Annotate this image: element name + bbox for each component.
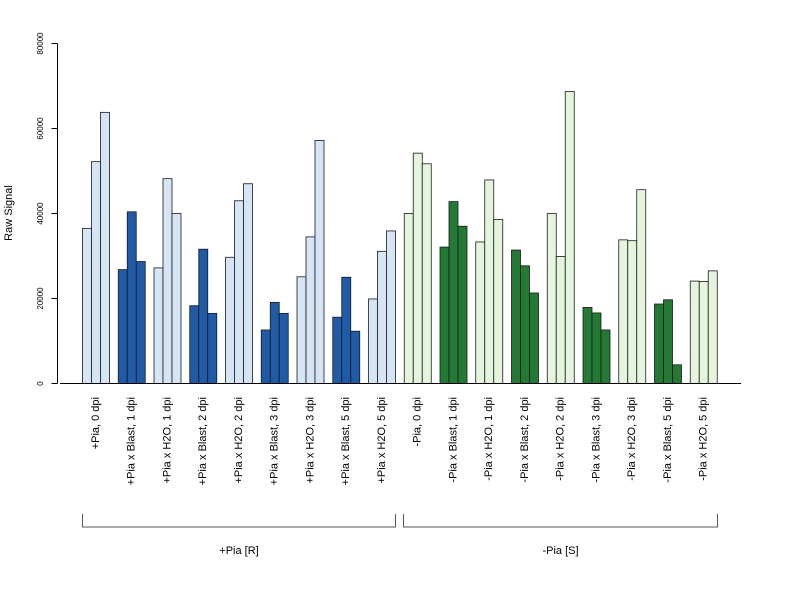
bar (529, 292, 539, 384)
y-tick-label: 80000 (36, 32, 45, 55)
bar (493, 219, 504, 384)
bar (117, 269, 128, 384)
category-label: +Pia, 0 dpi (90, 397, 102, 449)
bar (439, 246, 450, 384)
bar (591, 312, 602, 384)
bar (457, 225, 468, 384)
bar (225, 256, 235, 384)
bar (600, 329, 611, 384)
bar (350, 330, 361, 384)
bar (278, 312, 289, 384)
bar (403, 213, 414, 384)
bar (412, 152, 423, 384)
bar (448, 201, 459, 384)
bar (305, 236, 316, 384)
bar (511, 249, 521, 384)
category-label: -Pia x H2O, 3 dpi (626, 397, 638, 481)
bar (82, 227, 92, 384)
bar (341, 276, 352, 384)
group-bracket (403, 514, 718, 528)
category-label: +Pia x H2O, 5 dpi (376, 397, 388, 484)
y-axis-label: Raw Signal (3, 185, 15, 241)
bar (269, 301, 280, 384)
group-label: +Pia [R] (219, 545, 258, 557)
y-tick-label: 60000 (36, 117, 45, 140)
bar (368, 298, 378, 384)
group-bracket (82, 514, 396, 528)
bar (689, 280, 700, 384)
bar (234, 200, 244, 384)
category-label: -Pia x H2O, 2 dpi (555, 397, 567, 481)
bar (707, 270, 718, 384)
bar (618, 239, 629, 384)
bar (171, 213, 182, 384)
bar (475, 241, 486, 384)
category-label: -Pia x Blast, 2 dpi (519, 397, 531, 483)
bar (135, 261, 146, 384)
category-label: +Pia x Blast, 1 dpi (126, 397, 138, 485)
bar (663, 299, 673, 384)
category-label: -Pia, 0 dpi (412, 397, 424, 447)
category-label: -Pia x H2O, 1 dpi (483, 397, 495, 481)
category-label: -Pia x H2O, 5 dpi (698, 397, 710, 481)
bar (198, 248, 209, 384)
bar (126, 211, 137, 384)
bar (91, 161, 101, 384)
bar (546, 213, 557, 384)
bar (189, 305, 200, 384)
category-label: -Pia x Blast, 5 dpi (662, 397, 674, 483)
bar (100, 111, 110, 384)
category-label: +Pia x Blast, 3 dpi (269, 397, 281, 485)
y-tick-label: 0 (36, 381, 45, 386)
category-labels: +Pia, 0 dpi +Pia x Blast, 1 dpi +Pia x H2O… (90, 397, 710, 485)
bar (627, 240, 638, 384)
bar (162, 178, 173, 384)
bar (153, 267, 164, 384)
category-label: -Pia x Blast, 3 dpi (590, 397, 602, 483)
bar (555, 256, 566, 384)
y-tick-label: 40000 (36, 202, 45, 225)
category-label: +Pia x H2O, 2 dpi (233, 397, 245, 484)
group-brackets: +Pia [R] -Pia [S] (82, 514, 718, 557)
bar (564, 91, 575, 384)
category-label: -Pia x Blast, 1 dpi (447, 397, 459, 483)
group-label: -Pia [S] (542, 545, 578, 557)
y-axis: 0 20000 40000 60000 80000 (36, 32, 58, 386)
bar (332, 316, 343, 384)
bar (243, 183, 253, 384)
bar (207, 312, 218, 384)
bars (82, 91, 718, 384)
bar (636, 189, 647, 384)
bar (421, 163, 432, 384)
category-label: +Pia x Blast, 5 dpi (340, 397, 352, 485)
bar (520, 265, 530, 384)
bar (386, 230, 396, 384)
bar (672, 364, 682, 384)
bar (654, 303, 664, 384)
category-label: +Pia x H2O, 1 dpi (161, 397, 173, 484)
bar (377, 250, 387, 384)
bar (296, 276, 307, 384)
category-label: +Pia x Blast, 2 dpi (197, 397, 209, 485)
category-label: +Pia x H2O, 3 dpi (304, 397, 316, 484)
bar (698, 281, 709, 384)
bar (314, 139, 325, 384)
y-tick-label: 20000 (36, 287, 45, 310)
bar (582, 307, 593, 384)
bar (484, 179, 495, 384)
bar (260, 329, 271, 384)
